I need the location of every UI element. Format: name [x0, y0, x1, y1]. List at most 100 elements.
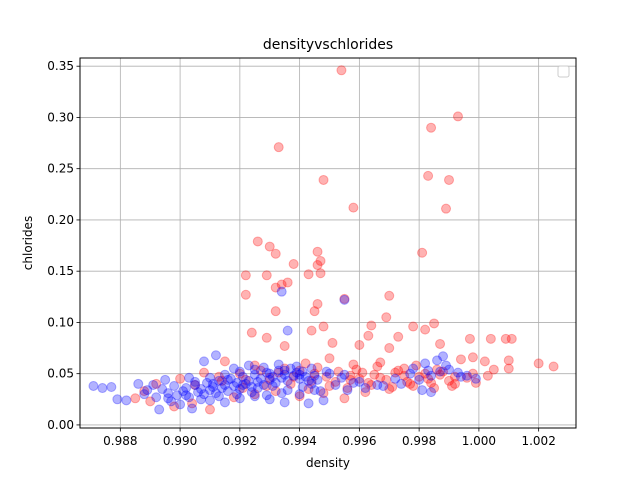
- red-data-point: [390, 367, 401, 378]
- blue-data-point: [237, 371, 248, 382]
- red-data-point: [199, 367, 209, 378]
- red-data-point: [249, 389, 260, 400]
- red-data-point: [240, 270, 251, 281]
- red-data-point: [216, 375, 227, 386]
- blue-data-point: [414, 374, 425, 385]
- red-data-point: [449, 371, 460, 382]
- red-data-point: [130, 393, 141, 404]
- blue-data-point: [172, 390, 183, 401]
- blue-data-point: [219, 369, 230, 380]
- red-data-point: [548, 361, 559, 372]
- red-data-point: [270, 282, 281, 293]
- red-data-point: [309, 368, 320, 379]
- chart-title: densityvschlorides: [263, 37, 393, 53]
- red-data-point: [399, 363, 410, 374]
- blue-data-point: [261, 390, 272, 401]
- red-data-point: [312, 298, 323, 309]
- blue-data-point: [282, 375, 293, 386]
- y-tick-label: 0.25: [47, 162, 74, 176]
- blue-data-point: [228, 363, 239, 374]
- blue-data-point: [246, 387, 257, 398]
- red-data-point: [204, 404, 215, 415]
- red-data-point: [452, 111, 463, 122]
- red-data-point: [336, 65, 347, 76]
- blue-data-point: [204, 395, 215, 406]
- red-data-point: [464, 333, 475, 344]
- red-data-point: [345, 374, 356, 385]
- blue-data-point: [288, 370, 299, 381]
- x-tick-label: 0.992: [223, 434, 257, 448]
- red-data-point: [348, 359, 359, 370]
- blue-data-point: [243, 360, 254, 371]
- plot-frame: [79, 57, 577, 429]
- red-data-point: [363, 377, 374, 388]
- red-data-point: [342, 383, 353, 394]
- blue-data-point: [423, 365, 434, 376]
- blue-data-point: [282, 325, 293, 336]
- red-data-point: [151, 378, 162, 389]
- blue-data-point: [267, 380, 278, 391]
- y-tick-label: 0.10: [47, 315, 74, 329]
- red-data-point: [357, 367, 368, 378]
- blue-data-point: [342, 385, 353, 396]
- red-data-point: [234, 368, 245, 379]
- blue-data-point: [157, 384, 168, 395]
- blue-data-point: [264, 394, 275, 405]
- y-tick-label: 0.20: [47, 213, 74, 227]
- blue-data-point: [432, 355, 443, 366]
- red-data-point: [429, 318, 440, 329]
- blue-data-point: [279, 365, 290, 376]
- red-data-point: [387, 382, 398, 392]
- red-data-point: [324, 353, 335, 364]
- x-tick-label: 1.000: [462, 434, 496, 448]
- red-data-point: [273, 142, 284, 153]
- blue-data-point: [390, 373, 401, 384]
- red-data-point: [288, 371, 299, 382]
- blue-data-point: [455, 371, 466, 382]
- y-tick-label: 0.05: [47, 367, 74, 381]
- red-data-point: [423, 170, 434, 181]
- blue-data-point: [163, 388, 174, 399]
- red-data-point: [279, 341, 290, 352]
- red-data-point: [488, 364, 499, 375]
- red-data-point: [408, 321, 419, 332]
- blue-data-point: [264, 368, 275, 379]
- red-data-point: [270, 306, 281, 317]
- red-data-point: [417, 247, 428, 258]
- red-data-point: [447, 380, 457, 391]
- red-data-point: [237, 383, 248, 394]
- y-axis-ticks: 0.00 0.05 0.10 0.15 0.20 0.25 0.30 0.35: [47, 59, 80, 432]
- blue-data-point: [184, 392, 195, 403]
- red-data-point: [354, 373, 365, 384]
- blue-data-point: [324, 368, 335, 379]
- x-tick-label: 0.990: [163, 434, 197, 448]
- red-data-point: [420, 324, 431, 335]
- blue-data-point: [267, 371, 278, 382]
- red-data-point: [408, 380, 419, 391]
- red-data-point: [318, 174, 329, 185]
- red-data-point: [246, 327, 257, 338]
- red-data-point: [375, 372, 386, 383]
- blue-data-point: [378, 380, 389, 391]
- blue-data-point: [306, 378, 317, 389]
- blue-data-point: [175, 399, 186, 410]
- blue-data-point: [297, 366, 308, 377]
- red-data-point: [393, 365, 404, 376]
- blue-data-point: [231, 389, 242, 400]
- blue-data-point: [276, 372, 287, 383]
- blue-data-point: [237, 379, 248, 390]
- blue-data-point: [339, 369, 350, 380]
- y-tick-label: 0.30: [47, 110, 74, 124]
- blue-data-point: [207, 382, 218, 392]
- red-data-point: [294, 365, 305, 376]
- red-data-point: [145, 396, 156, 407]
- red-data-point: [426, 377, 437, 388]
- red-data-point: [384, 343, 395, 354]
- blue-data-point: [264, 374, 275, 385]
- red-data-point: [270, 248, 281, 259]
- blue-data-point: [309, 370, 320, 381]
- blue-data-point: [201, 377, 212, 388]
- blue-data-point: [291, 361, 302, 372]
- red-data-point: [381, 312, 392, 323]
